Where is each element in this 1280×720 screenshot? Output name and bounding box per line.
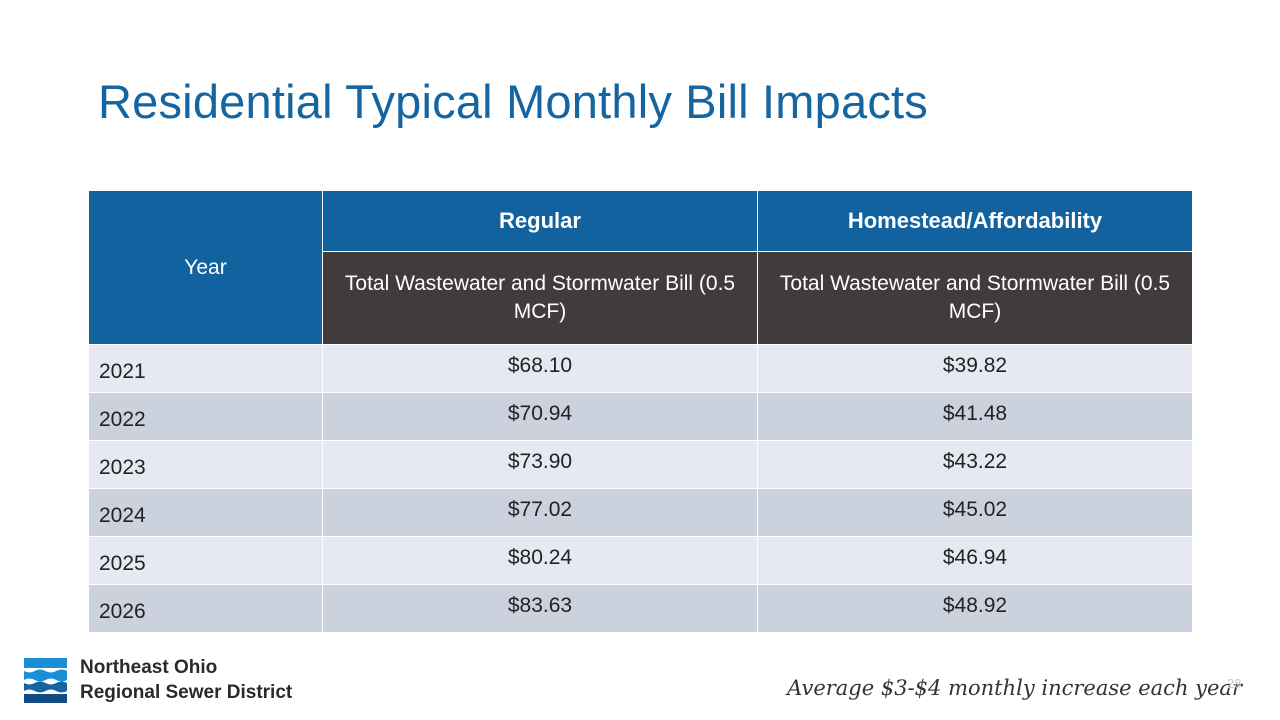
homestead-bill-cell: $45.02 (757, 488, 1193, 537)
table-row: 2023 $73.90 $43.22 (88, 440, 1193, 489)
homestead-bill-cell: $46.94 (757, 536, 1193, 585)
logo-line-2: Regional Sewer District (80, 682, 293, 703)
footnote: Average $3-$4 monthly increase each year (787, 676, 1242, 700)
regular-bill-cell: $68.10 (322, 344, 758, 393)
table-row: 2022 $70.94 $41.48 (88, 392, 1193, 441)
year-cell: 2021 (88, 344, 323, 393)
table-row: 2025 $80.24 $46.94 (88, 536, 1193, 585)
regular-bill-cell: $77.02 (322, 488, 758, 537)
regular-bill-cell: $70.94 (322, 392, 758, 441)
logo-line-1: Northeast Ohio (80, 657, 218, 678)
regular-sub-header: Total Wastewater and Stormwater Bill (0.… (322, 251, 758, 345)
year-cell: 2023 (88, 440, 323, 489)
table-sub-header-row: Total Wastewater and Stormwater Bill (0.… (89, 251, 1193, 345)
logo-text: Northeast Ohio Regional Sewer District (80, 655, 292, 705)
slide-title: Residential Typical Monthly Bill Impacts (98, 75, 928, 128)
regular-bill-cell: $73.90 (322, 440, 758, 489)
homestead-bill-cell: $39.82 (757, 344, 1193, 393)
regular-column-header: Regular (322, 191, 758, 252)
table-row: 2026 $83.63 $48.92 (88, 584, 1193, 632)
homestead-bill-cell: $43.22 (757, 440, 1193, 489)
regular-bill-cell: $83.63 (322, 584, 758, 632)
regular-bill-cell: $80.24 (322, 536, 758, 585)
year-cell: 2022 (88, 392, 323, 441)
homestead-bill-cell: $41.48 (757, 392, 1193, 441)
year-cell: 2026 (88, 584, 323, 632)
year-cell: 2024 (88, 488, 323, 537)
year-column-header: Year (88, 191, 323, 345)
page-number: 28 (1227, 676, 1242, 691)
homestead-bill-cell: $48.92 (757, 584, 1193, 632)
bill-impact-table: Year Regular Homestead/Affordability Tot… (88, 191, 1193, 632)
table-row: 2021 $68.10 $39.82 (88, 344, 1193, 393)
table-group-header-row: Year Regular Homestead/Affordability (88, 191, 1193, 345)
table-row: 2024 $77.02 $45.02 (88, 488, 1193, 537)
homestead-sub-header: Total Wastewater and Stormwater Bill (0.… (757, 251, 1193, 345)
year-cell: 2025 (88, 536, 323, 585)
water-waves-icon (24, 657, 67, 703)
district-logo: Northeast Ohio Regional Sewer District (24, 655, 292, 705)
homestead-column-header: Homestead/Affordability (757, 191, 1193, 252)
